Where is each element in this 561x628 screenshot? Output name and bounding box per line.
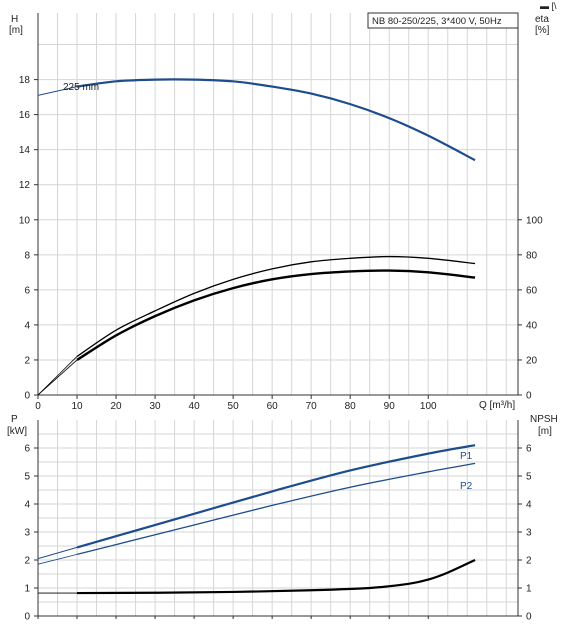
eta-tick-label: 100 — [526, 215, 543, 226]
q-tick-label: 70 — [306, 401, 318, 412]
p-tick-label: 5 — [24, 472, 30, 483]
eta-tick-label: 60 — [526, 285, 538, 296]
q-tick-label: 90 — [384, 401, 396, 412]
npsh-tick-label: 0 — [526, 612, 532, 623]
p-axis-label: P — [11, 414, 18, 425]
h-tick-label: 2 — [24, 355, 30, 366]
p-tick-label: 1 — [24, 584, 30, 595]
eta-extension — [37, 359, 78, 396]
eta-tick-label: 20 — [526, 355, 538, 366]
eta-upper-curve — [76, 255, 476, 357]
chart-title: NB 80-250/225, 3*400 V, 50Hz — [372, 16, 502, 27]
p2-label: P2 — [460, 481, 473, 492]
p2-extension — [37, 554, 78, 565]
p2-curve — [76, 462, 476, 556]
npsh-curve — [77, 559, 476, 595]
npsh-tick-label: 4 — [526, 500, 532, 511]
p-axis-unit: [kW] — [7, 426, 27, 437]
h-tick-label: 12 — [19, 180, 31, 191]
eta-tick-label: 80 — [526, 250, 538, 261]
npsh-tick-label: 5 — [526, 472, 532, 483]
p1-label: P1 — [460, 451, 473, 462]
h-tick-label: 6 — [24, 285, 30, 296]
h-tick-label: 18 — [19, 75, 31, 86]
npsh-axis-label: NPSH — [530, 414, 558, 425]
h-axis-label: H — [11, 14, 18, 25]
corner-glyph: ▬ [\ — [540, 1, 557, 11]
eta-tick-label: 40 — [526, 320, 538, 331]
q-tick-label: 10 — [71, 401, 83, 412]
p-tick-label: 0 — [24, 612, 30, 623]
h-tick-label: 4 — [24, 320, 30, 331]
h-tick-label: 16 — [19, 110, 31, 121]
p1-curve — [76, 444, 476, 549]
eta-axis-unit: [%] — [535, 25, 550, 36]
eta-curve — [76, 269, 476, 361]
npsh-tick-label: 2 — [526, 556, 532, 567]
npsh-tick-label: 6 — [526, 444, 532, 455]
q-tick-label: 60 — [267, 401, 279, 412]
npsh-tick-label: 1 — [526, 584, 532, 595]
head-curve-extension — [37, 86, 78, 96]
title-box — [367, 12, 519, 29]
q-tick-label: 20 — [110, 401, 122, 412]
h-tick-label: 10 — [19, 215, 31, 226]
p-tick-label: 3 — [24, 528, 30, 539]
q-tick-label: 0 — [35, 401, 41, 412]
q-tick-label: 50 — [228, 401, 240, 412]
h-tick-label: 14 — [19, 145, 31, 156]
series-layer — [37, 78, 476, 595]
p-tick-label: 2 — [24, 556, 30, 567]
h-tick-label: 0 — [24, 391, 30, 402]
npsh-axis-unit: [m] — [538, 426, 552, 437]
h-tick-label: 8 — [24, 250, 30, 261]
p-tick-label: 6 — [24, 444, 30, 455]
p1-extension — [37, 546, 78, 560]
p-tick-label: 4 — [24, 500, 30, 511]
q-tick-label: 30 — [150, 401, 162, 412]
eta-axis-label: eta — [535, 14, 549, 25]
q-tick-label: 40 — [189, 401, 201, 412]
eta-tick-label: 0 — [526, 391, 532, 402]
q-tick-label: 100 — [420, 401, 437, 412]
curve-label-225mm: 225 mm — [63, 82, 99, 93]
q-tick-label: 80 — [345, 401, 357, 412]
h-axis-unit: [m] — [9, 25, 23, 36]
q-axis-label: Q [m³/h] — [479, 400, 515, 411]
head-curve-225mm — [76, 78, 476, 162]
grid-layer — [38, 13, 518, 616]
npsh-tick-label: 3 — [526, 528, 532, 539]
